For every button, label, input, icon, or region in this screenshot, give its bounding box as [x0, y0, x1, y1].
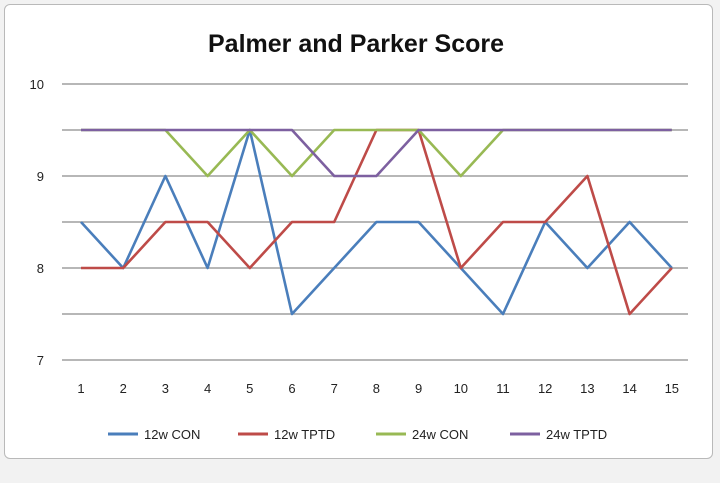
y-tick-label: 10 [30, 77, 44, 92]
legend-label: 24w TPTD [546, 427, 607, 442]
x-tick-label: 11 [496, 381, 510, 396]
x-tick-label: 10 [454, 381, 468, 396]
legend-label: 24w CON [412, 427, 468, 442]
x-tick-label: 4 [204, 381, 211, 396]
y-tick-label: 8 [37, 261, 44, 276]
x-tick-label: 14 [622, 381, 636, 396]
x-tick-label: 5 [246, 381, 253, 396]
series-line-4 [81, 128, 672, 178]
x-tick-label: 2 [120, 381, 127, 396]
chart-title: Palmer and Parker Score [208, 30, 504, 58]
x-tick-label: 1 [77, 381, 84, 396]
x-tick-label: 7 [331, 381, 338, 396]
x-tick-label: 12 [538, 381, 552, 396]
series-line-1 [80, 128, 673, 316]
x-tick-label: 9 [415, 381, 422, 396]
legend-label: 12w TPTD [274, 427, 335, 442]
legend-label: 12w CON [144, 427, 200, 442]
x-tick-label: 13 [580, 381, 594, 396]
bottom-strip [0, 463, 720, 483]
x-tick-label: 8 [373, 381, 380, 396]
x-tick-label: 3 [162, 381, 169, 396]
y-axis-tick-labels: 7 8 9 10 [30, 77, 44, 368]
legend: 12w CON 12w TPTD 24w CON 24w TPTD [108, 427, 607, 442]
y-tick-label: 9 [37, 169, 44, 184]
y-tick-label: 7 [37, 353, 44, 368]
series-lines [80, 128, 673, 316]
x-tick-label: 6 [288, 381, 295, 396]
series-line-3 [81, 128, 672, 178]
x-tick-label: 15 [665, 381, 679, 396]
chart-frame [4, 4, 713, 459]
x-axis-tick-labels: 1 2 3 4 5 6 7 8 9 10 11 12 13 14 15 [77, 381, 679, 396]
